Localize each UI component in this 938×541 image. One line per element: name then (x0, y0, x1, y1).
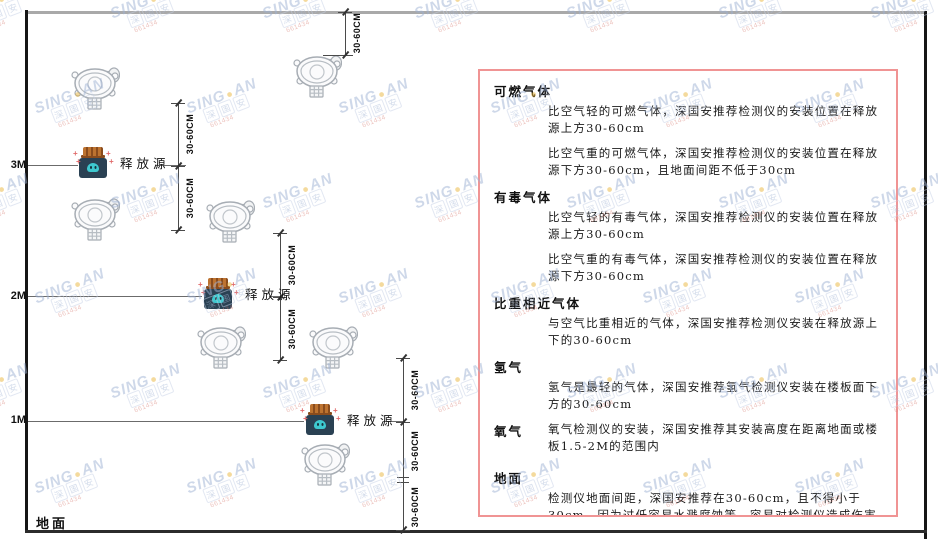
release-source-label: 释放源 (120, 156, 170, 171)
height-label-2m: 2M (10, 290, 26, 302)
gas-detector-icon (301, 443, 350, 486)
ref-line-3m (28, 165, 78, 166)
release-source-icon (303, 404, 337, 435)
section-hydrogen: 氢气 氢气是最轻的气体，深国安推荐氢气检测仪安装在楼板面下方的30-60cm (494, 357, 882, 413)
section-similar-density-gas: 比重相近气体 与空气比重相近的气体，深国安推荐检测仪安装在释放源上下的30-60… (494, 293, 882, 349)
section-paragraph: 比空气重的有毒气体，深国安推荐检测仪的安装位置在释放源下方30-60cm (548, 252, 879, 283)
dimension-label: 30-60CM (185, 177, 195, 219)
section-title: 可燃气体 (494, 84, 553, 99)
gas-detector-icon (206, 200, 255, 243)
info-panel: 可燃气体 比空气轻的可燃气体，深国安推荐检测仪的安装位置在释放源上方30-60c… (478, 69, 898, 517)
ceiling-line (27, 11, 926, 14)
section-paragraph: 比空气重的可燃气体，深国安推荐检测仪的安装位置在释放源下方30-60cm，且地面… (548, 146, 879, 177)
right-border-line (924, 11, 927, 539)
release-source-1m: 释放源 (303, 404, 397, 435)
dimension-label: 30-60CM (410, 486, 420, 528)
section-toxic-gas: 有毒气体 比空气轻的有毒气体，深国安推荐检测仪的安装位置在释放源上方30-60c… (494, 187, 882, 285)
height-label-3m: 3M (10, 159, 26, 171)
gas-detector-icon (293, 55, 342, 98)
dimension-line (403, 358, 404, 531)
section-paragraph: 比空气轻的有毒气体，深国安推荐检测仪的安装位置在释放源上方30-60cm (548, 210, 879, 241)
ref-line-1m (28, 421, 304, 422)
gas-detector-icon (71, 67, 120, 110)
gas-detector-icon (309, 326, 358, 369)
sparkle-icon (76, 157, 81, 166)
connector-line (383, 421, 405, 422)
section-oxygen: 氧气 氧气检测仪的安装，深国安推荐其安装高度在距离地面或楼板1.5-2M的范围内 (494, 421, 882, 463)
dimension-label: 30-60CM (352, 12, 362, 54)
height-label-1m: 1M (10, 414, 26, 426)
ground-line (25, 530, 927, 533)
ref-line-2m (28, 296, 202, 297)
sparkle-icon (303, 414, 308, 423)
dimension-tick (323, 55, 353, 56)
dimension-tick (397, 482, 409, 483)
section-title: 有毒气体 (494, 190, 553, 205)
gas-detector-icon (197, 326, 246, 369)
section-title: 氧气 (494, 424, 524, 439)
release-source-3m: 释放源 (76, 147, 170, 178)
release-source-icon (76, 147, 110, 178)
dimension-label: 30-60CM (287, 308, 297, 350)
dimension-line (345, 12, 346, 56)
connector-line (269, 296, 282, 297)
release-source-label: 释放源 (245, 287, 295, 302)
connector-line (155, 165, 186, 166)
sparkle-icon (336, 414, 341, 423)
dimension-label: 30-60CM (410, 430, 420, 472)
section-paragraph: 氧气检测仪的安装，深国安推荐其安装高度在距离地面或楼板1.5-2M的范围内 (548, 422, 879, 453)
wall-axis-line (25, 10, 28, 533)
dimension-label: 30-60CM (410, 369, 420, 411)
dimension-label: 30-60CM (287, 244, 297, 286)
section-title: 氢气 (494, 360, 524, 375)
section-combustible-gas: 可燃气体 比空气轻的可燃气体，深国安推荐检测仪的安装位置在释放源上方30-60c… (494, 81, 882, 179)
sparkle-icon (109, 157, 114, 166)
section-paragraph: 比空气轻的可燃气体，深国安推荐检测仪的安装位置在释放源上方30-60cm (548, 104, 879, 135)
section-ground: 地面 检测仪地面间距，深国安推荐在30-60cm，且不得小于30cm，因为过低容… (494, 468, 882, 517)
section-paragraph: 与空气比重相近的气体，深国安推荐检测仪安装在释放源上下的30-60cm (548, 316, 879, 347)
ground-label: 地面 (36, 517, 69, 532)
release-source-label: 释放源 (347, 413, 397, 428)
release-source-2m: 释放源 (201, 278, 295, 309)
section-title: 比重相近气体 (494, 296, 582, 311)
sparkle-icon (201, 288, 206, 297)
dimension-tick (397, 477, 409, 478)
release-source-icon (201, 278, 235, 309)
section-paragraph: 检测仪地面间距，深国安推荐在30-60cm，且不得小于30cm，因为过低容易水溅… (548, 491, 877, 517)
section-paragraph: 氢气是最轻的气体，深国安推荐氢气检测仪安装在楼板面下方的30-60cm (548, 380, 879, 411)
section-title: 地面 (494, 471, 524, 486)
sparkle-icon (234, 288, 239, 297)
dimension-label: 30-60CM (185, 113, 195, 155)
gas-detector-icon (71, 198, 120, 241)
